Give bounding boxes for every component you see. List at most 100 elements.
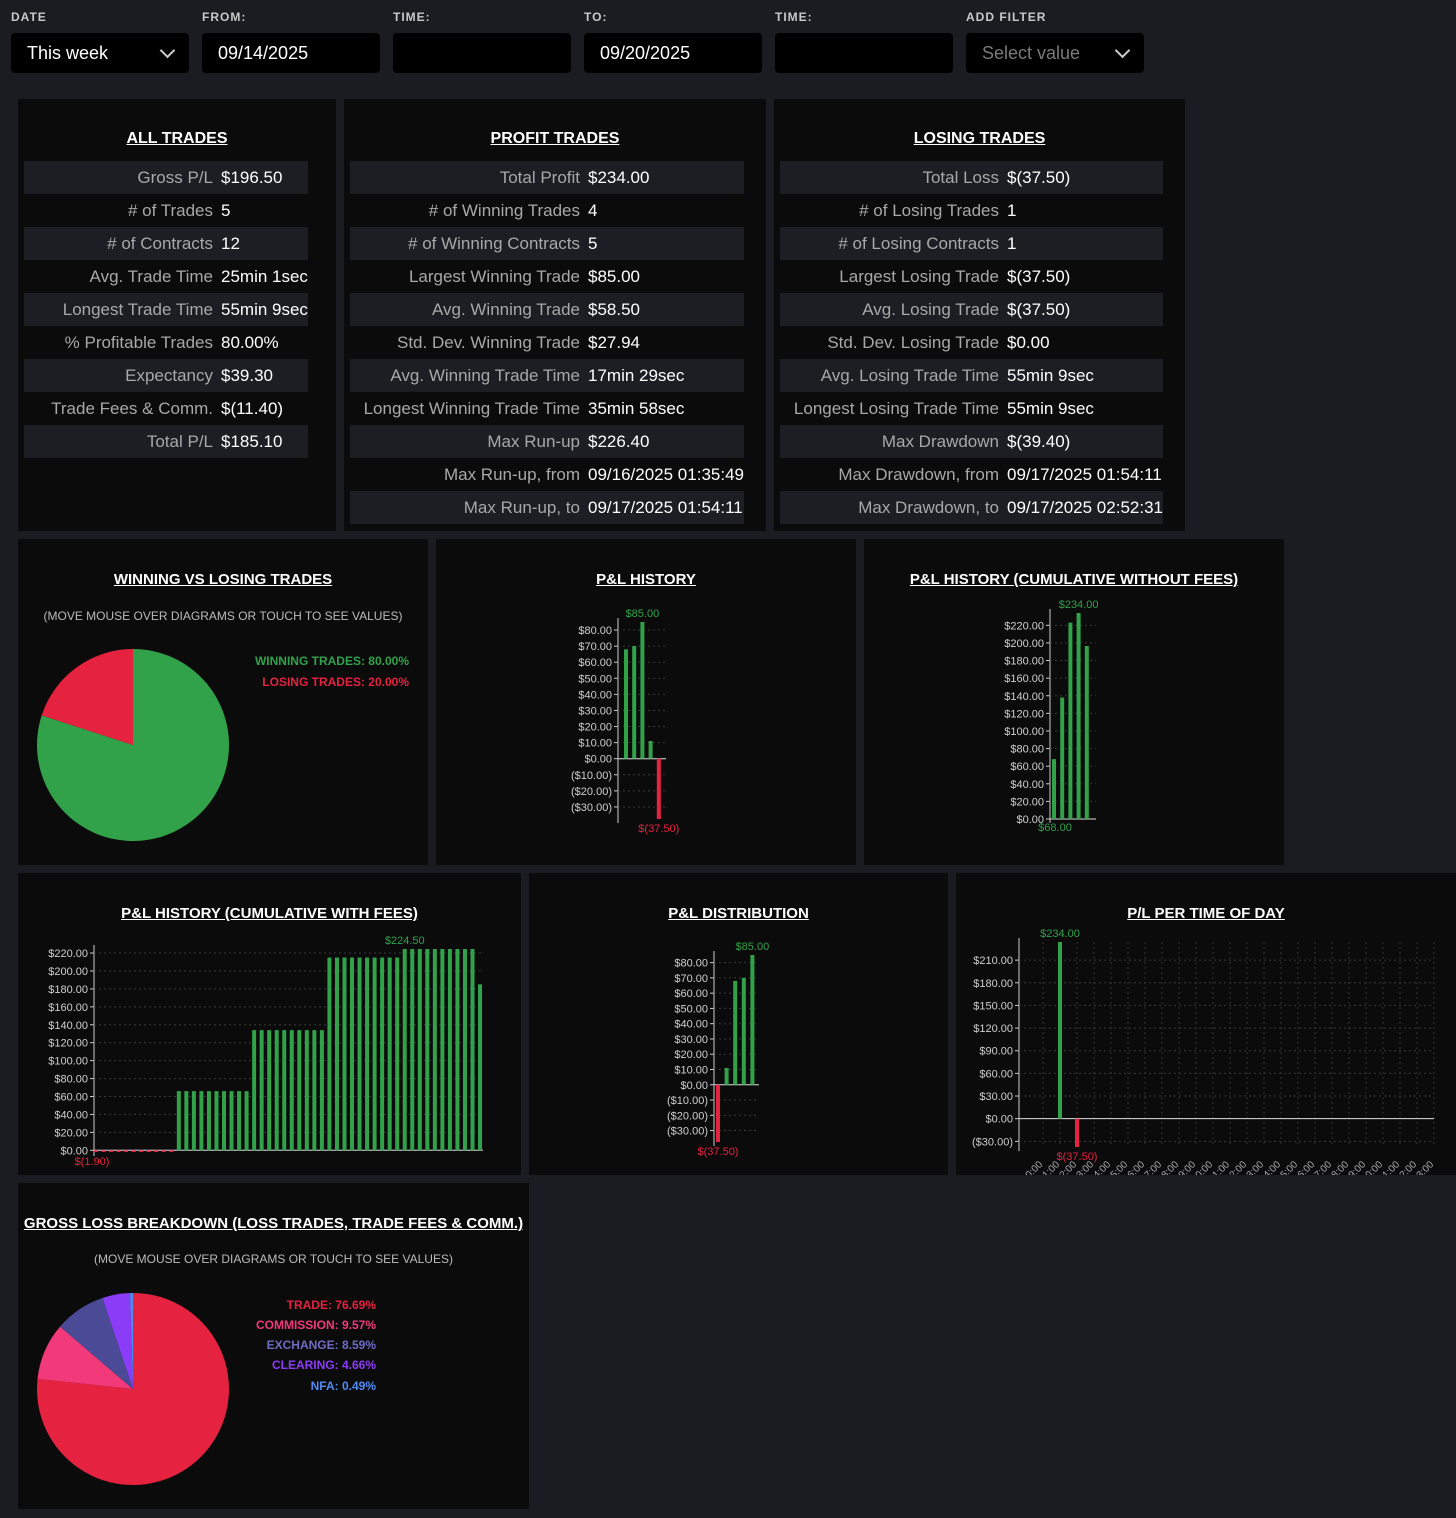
bar[interactable] (1068, 622, 1073, 819)
bar[interactable] (154, 1150, 159, 1152)
bar[interactable] (342, 957, 347, 1151)
bar[interactable] (741, 977, 746, 1085)
bar[interactable] (169, 1150, 174, 1152)
bar[interactable] (402, 949, 407, 1151)
bar[interactable] (206, 1091, 211, 1151)
bar[interactable] (1060, 697, 1065, 819)
to-time-input[interactable] (775, 33, 953, 73)
all-trades-title: ALL TRADES (126, 130, 228, 147)
stat-value: 25min 1sec (221, 266, 308, 286)
pie-slice-1[interactable] (37, 1326, 133, 1389)
bar[interactable] (1076, 613, 1081, 819)
bar[interactable] (161, 1150, 166, 1152)
pie-slice-1[interactable] (41, 649, 133, 745)
bar[interactable] (357, 957, 362, 1151)
stat-row: Largest Losing Trade $(37.50) (780, 260, 1163, 293)
bar[interactable] (237, 1091, 242, 1151)
bar[interactable] (640, 622, 645, 759)
bar[interactable] (432, 949, 437, 1151)
stat-value: 55min 9sec (1007, 398, 1094, 418)
bar[interactable] (395, 957, 400, 1151)
pl-cumulative-chart[interactable]: $220.00 $200.00 $180.00 $160.00 $140.00 $120.… (864, 539, 1284, 865)
bar[interactable] (289, 1030, 294, 1151)
stat-label: % Profitable Trades (64, 332, 213, 352)
bar[interactable] (176, 1091, 181, 1151)
bar[interactable] (252, 1030, 257, 1151)
bar[interactable] (304, 1030, 309, 1151)
bar[interactable] (131, 1150, 136, 1152)
bar[interactable] (724, 1067, 729, 1085)
add-filter-select[interactable]: Select value (966, 33, 1144, 73)
bar[interactable] (455, 949, 460, 1151)
bar[interactable] (274, 1030, 279, 1151)
bar[interactable] (462, 949, 467, 1151)
bar[interactable] (733, 980, 738, 1085)
bar[interactable] (750, 955, 755, 1085)
bar[interactable] (199, 1091, 204, 1151)
pie-slice-3[interactable] (102, 1293, 133, 1389)
bar[interactable] (1058, 942, 1062, 1119)
from-date-input[interactable]: 09/14/2025 (202, 33, 380, 73)
bar[interactable] (327, 957, 332, 1151)
bar[interactable] (350, 957, 355, 1151)
gross-loss-pie[interactable] (18, 1183, 529, 1509)
bar[interactable] (139, 1150, 144, 1152)
bar[interactable] (470, 949, 475, 1151)
date-range-select[interactable]: This week (11, 33, 189, 73)
bar[interactable] (387, 957, 392, 1151)
bar[interactable] (417, 949, 422, 1151)
bar[interactable] (222, 1091, 227, 1151)
bar[interactable] (109, 1150, 114, 1152)
stat-value: 4 (588, 200, 598, 220)
pl-cumulative-fees-chart[interactable]: $220.00 $200.00 $180.00 $160.00 $140.00 $120.… (18, 873, 521, 1175)
bar[interactable] (656, 758, 661, 819)
bar[interactable] (425, 949, 430, 1151)
bar[interactable] (334, 957, 339, 1151)
bar[interactable] (259, 1030, 264, 1151)
pie-slice-4[interactable] (130, 1293, 133, 1389)
bar[interactable] (372, 957, 377, 1151)
bar[interactable] (632, 646, 637, 759)
bar[interactable] (648, 741, 653, 759)
bar[interactable] (101, 1150, 106, 1152)
bar[interactable] (244, 1091, 249, 1151)
bar[interactable] (297, 1030, 302, 1151)
pie-slice-0[interactable] (37, 649, 230, 841)
pl-cumulative-panel: P&L HISTORY (CUMULATIVE WITHOUT FEES) $2… (864, 539, 1284, 865)
bar[interactable] (410, 949, 415, 1151)
pie-slice-2[interactable] (60, 1297, 133, 1389)
bar[interactable] (478, 984, 483, 1151)
pl-history-chart[interactable]: $80.00 $70.00 $60.00 $50.00 $40.00 $30.00 $20.… (436, 539, 856, 865)
bar[interactable] (380, 957, 385, 1151)
stat-row: Total Loss $(37.50) (780, 161, 1163, 194)
bar[interactable] (365, 957, 370, 1151)
stat-label: Max Drawdown, from (838, 464, 999, 484)
to-date-input[interactable]: 09/20/2025 (584, 33, 762, 73)
bar[interactable] (94, 1150, 98, 1152)
bar[interactable] (214, 1091, 219, 1151)
bar[interactable] (319, 1030, 324, 1151)
stat-value: $(37.50) (1007, 293, 1163, 326)
bar[interactable] (1052, 759, 1056, 819)
bar[interactable] (124, 1150, 129, 1152)
pl-time-of-day-chart[interactable]: $210.00 $180.00 $150.00 $120.00 $90.00 $60.00… (956, 873, 1456, 1175)
bar[interactable] (716, 1084, 720, 1142)
bar[interactable] (624, 649, 628, 759)
y-tick-label: $60.00 (979, 1068, 1013, 1080)
bar[interactable] (191, 1091, 196, 1151)
bar[interactable] (184, 1091, 189, 1151)
from-time-input[interactable] (393, 33, 571, 73)
winning-vs-losing-pie[interactable] (18, 539, 428, 865)
bar[interactable] (146, 1150, 151, 1152)
bar[interactable] (229, 1091, 234, 1151)
pl-distribution-chart[interactable]: $80.00 $70.00 $60.00 $50.00 $40.00 $30.00 $20.… (529, 873, 948, 1175)
bar[interactable] (116, 1150, 121, 1152)
bar[interactable] (447, 949, 452, 1151)
bar[interactable] (1084, 646, 1089, 819)
bar[interactable] (1075, 1118, 1079, 1147)
bar[interactable] (312, 1030, 317, 1151)
bar[interactable] (440, 949, 445, 1151)
bar[interactable] (267, 1030, 272, 1151)
pl-cumulative-fees-title: P&L HISTORY (CUMULATIVE WITH FEES) (121, 905, 418, 922)
bar[interactable] (282, 1030, 287, 1151)
